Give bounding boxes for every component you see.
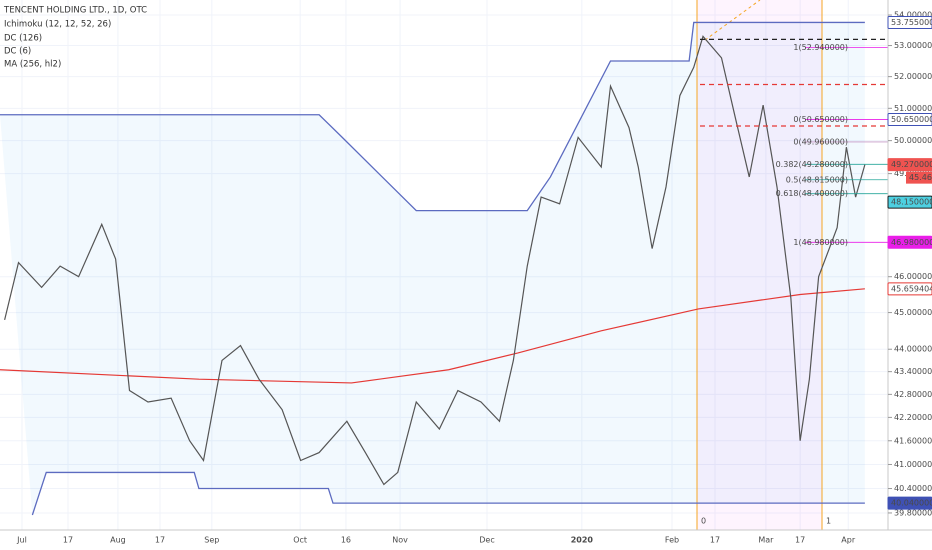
y-tick-label: 46.000000 <box>894 272 932 281</box>
price-tag-label: 48.150000 <box>891 198 932 207</box>
legend-title: TENCENT HOLDING LTD., 1D, OTC <box>3 6 147 16</box>
legend-item: MA (256, hl2) <box>4 60 61 70</box>
x-tick-label: Apr <box>841 536 856 545</box>
y-tick-label: 50.000000 <box>894 136 932 145</box>
y-tick-label: 39.800000 <box>894 508 932 517</box>
x-tick-label: Nov <box>392 536 408 545</box>
legend-item: DC (6) <box>4 47 31 57</box>
x-tick-label: Oct <box>293 536 307 545</box>
x-tick-label: Feb <box>665 536 679 545</box>
y-tick-label: 51.000000 <box>894 104 932 113</box>
fib-marker: 0 <box>701 517 706 526</box>
legend-item: DC (126) <box>4 34 42 44</box>
x-tick-label: Aug <box>110 536 126 545</box>
fib-label: 0.382(49.280000) <box>776 160 848 169</box>
fib-label: 0.5(48.815000) <box>786 175 848 184</box>
price-tag-label: 46.980000 <box>891 238 932 247</box>
x-tick-label: Jul <box>16 536 27 545</box>
price-tag <box>887 195 932 209</box>
x-tick-label: Sep <box>204 536 219 545</box>
x-tick-label: 17 <box>63 536 73 545</box>
legend-item: Ichimoku (12, 12, 52, 26) <box>4 20 111 30</box>
price-tag-label: 45.659404 <box>891 284 932 293</box>
y-tick-label: 52.000000 <box>894 72 932 81</box>
fib-label: 0(50.650000) <box>793 115 848 124</box>
x-tick-label: 16 <box>341 536 351 545</box>
x-tick-label: 17 <box>710 536 720 545</box>
price-tag <box>887 282 932 296</box>
x-tick-label: Mar <box>758 536 774 545</box>
y-tick-label: 45.000000 <box>894 308 932 317</box>
price-tag-label: 49.270000 <box>891 160 932 169</box>
x-tick-label: 2020 <box>571 536 594 545</box>
y-tick-label: 54.000000 <box>894 11 932 20</box>
y-tick-label: 41.000000 <box>894 460 932 469</box>
fib-marker: 1 <box>826 517 831 526</box>
x-tick-label: Dec <box>479 536 494 545</box>
x-tick-label: 17 <box>795 536 805 545</box>
price-tag-label: 53.755000 <box>891 18 932 27</box>
y-tick-label: 53.000000 <box>894 41 932 50</box>
countdown-label: 45.46 <box>909 173 932 182</box>
fib-label: 0(49.960000) <box>793 137 848 146</box>
y-tick-label: 44.000000 <box>894 345 932 354</box>
trend-line <box>704 0 761 41</box>
price-tag-label: 50.650000 <box>891 115 932 124</box>
countdown-tag <box>906 171 932 184</box>
channel-upper <box>0 21 865 212</box>
price-tag <box>887 235 932 249</box>
price-tag <box>887 113 932 127</box>
y-tick-label: 40.400000 <box>894 484 932 493</box>
y-tick-label: 42.200000 <box>894 413 932 422</box>
moving-average <box>0 288 865 384</box>
y-tick-label: 41.600000 <box>894 436 932 445</box>
fib-label: 1(52.940000) <box>793 43 848 52</box>
price-tag <box>887 496 932 510</box>
price-line <box>4 35 866 486</box>
fib-zone <box>697 0 822 530</box>
fib-label: 0.618(48.400000) <box>776 189 848 198</box>
y-tick-label: 42.800000 <box>894 390 932 399</box>
y-tick-label: 43.400000 <box>894 367 932 376</box>
fib-label: 1(46.980000) <box>793 238 848 247</box>
price-tag <box>887 15 932 29</box>
plot-area: 0 1 1(52.940000) 0(50.650000) 0(49.960000) 0.… <box>0 0 888 530</box>
x-tick-label: 17 <box>155 536 165 545</box>
price-tag-label: 40.040000 <box>891 499 932 508</box>
channel-lower <box>31 471 865 516</box>
price-tag <box>887 158 932 172</box>
